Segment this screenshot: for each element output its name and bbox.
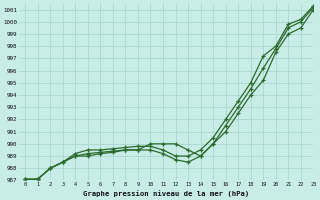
X-axis label: Graphe pression niveau de la mer (hPa): Graphe pression niveau de la mer (hPa)	[83, 190, 249, 197]
